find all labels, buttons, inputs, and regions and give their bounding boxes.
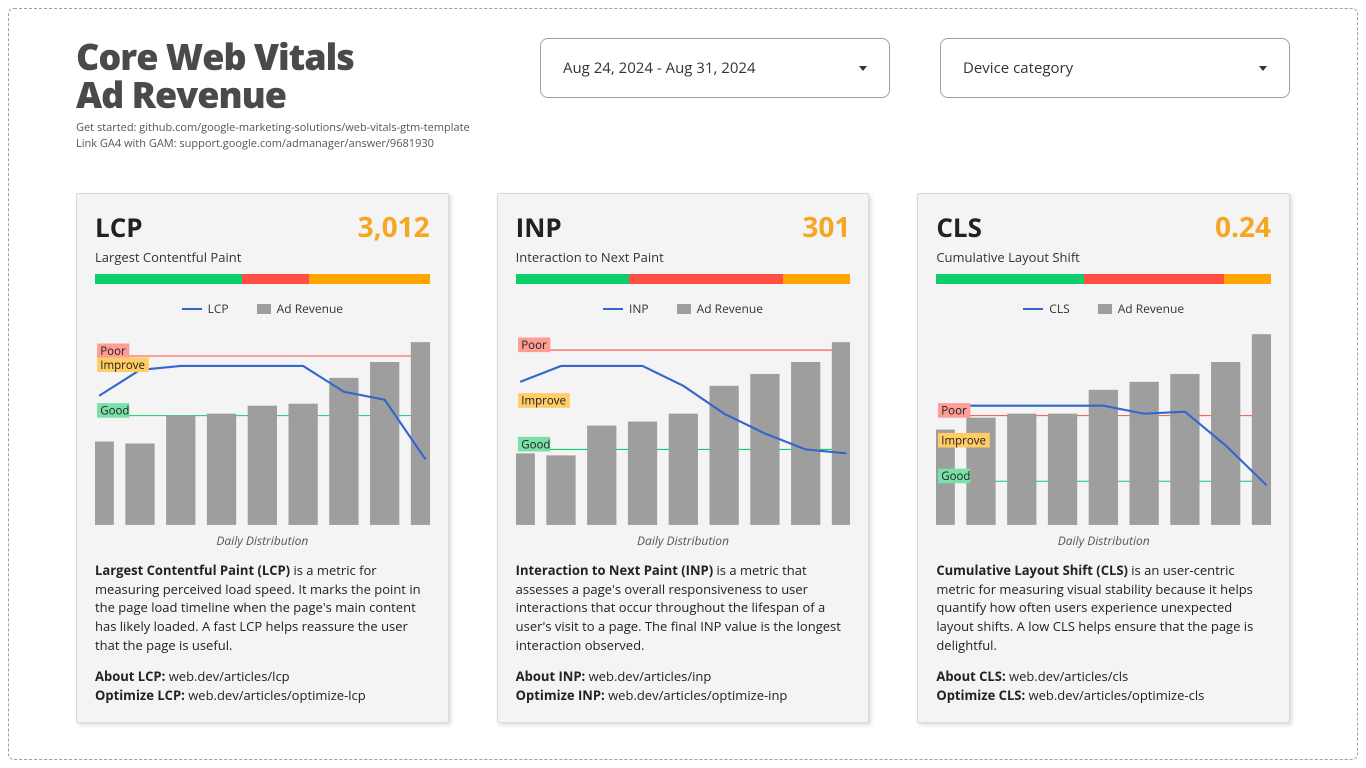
legend-line-lcp: LCP [182, 300, 229, 317]
metric-subtitle-inp: Interaction to Next Paint [516, 248, 851, 266]
chart-caption-cls: Daily Distribution [936, 532, 1271, 549]
chart-cls: Poor Improve Good [936, 321, 1271, 530]
metric-name-inp: INP [516, 209, 562, 245]
metric-name-lcp: LCP [95, 209, 143, 245]
metric-subtitle-cls: Cumulative Layout Shift [936, 248, 1271, 266]
svg-text:Good: Good [100, 403, 129, 418]
chart-lcp: Poor Improve Good [95, 321, 430, 530]
svg-text:Poor: Poor [100, 344, 126, 359]
chart-legend-inp: INP Ad Revenue [516, 300, 851, 317]
svg-text:Improve: Improve [942, 433, 987, 448]
chevron-down-icon [859, 66, 867, 71]
chart-caption-lcp: Daily Distribution [95, 532, 430, 549]
threshold-bar-cls [936, 274, 1271, 284]
legend-line-cls: CLS [1023, 300, 1069, 317]
desc-text-lcp: Largest Contentful Paint (LCP) is a metr… [95, 561, 430, 655]
about-link-lcp: About LCP: web.dev/articles/lcp [95, 667, 430, 687]
card-inp: INP 301 Interaction to Next Paint INP Ad… [497, 193, 870, 723]
device-category-dropdown[interactable]: Device category [940, 38, 1290, 98]
page-title: Core Web VitalsAd Revenue [76, 38, 490, 114]
metric-subtitle-lcp: Largest Contentful Paint [95, 248, 430, 266]
svg-text:Good: Good [521, 437, 550, 452]
sublink-2: Link GA4 with GAM: support.google.com/ad… [76, 136, 490, 153]
legend-revenue-inp: Ad Revenue [677, 300, 763, 317]
desc-text-inp: Interaction to Next Paint (INP) is a met… [516, 561, 851, 655]
metric-name-cls: CLS [936, 209, 982, 245]
metric-value-cls: 0.24 [1215, 208, 1271, 246]
legend-revenue-cls: Ad Revenue [1098, 300, 1184, 317]
sublink-1: Get started: github.com/google-marketing… [76, 120, 490, 137]
chart-legend-cls: CLS Ad Revenue [936, 300, 1271, 317]
metric-value-inp: 301 [802, 208, 850, 246]
card-lcp: LCP 3,012 Largest Contentful Paint LCP A… [76, 193, 449, 723]
desc-text-cls: Cumulative Layout Shift (CLS) is an user… [936, 561, 1271, 655]
date-range-label: Aug 24, 2024 - Aug 31, 2024 [563, 58, 756, 78]
threshold-bar-lcp [95, 274, 430, 284]
device-category-label: Device category [963, 58, 1073, 78]
svg-text:Good: Good [942, 469, 971, 484]
svg-text:Poor: Poor [521, 338, 547, 353]
legend-revenue-lcp: Ad Revenue [257, 300, 343, 317]
chart-legend-lcp: LCP Ad Revenue [95, 300, 430, 317]
svg-text:Improve: Improve [521, 393, 566, 408]
optimize-link-cls: Optimize CLS: web.dev/articles/optimize-… [936, 686, 1271, 706]
svg-text:Poor: Poor [942, 403, 968, 418]
chart-caption-inp: Daily Distribution [516, 532, 851, 549]
card-cls: CLS 0.24 Cumulative Layout Shift CLS Ad … [917, 193, 1290, 723]
threshold-bar-inp [516, 274, 851, 284]
metric-value-lcp: 3,012 [358, 208, 430, 246]
cards-row: LCP 3,012 Largest Contentful Paint LCP A… [76, 193, 1290, 723]
about-link-inp: About INP: web.dev/articles/inp [516, 667, 851, 687]
header-sublinks: Get started: github.com/google-marketing… [76, 120, 490, 153]
optimize-link-inp: Optimize INP: web.dev/articles/optimize-… [516, 686, 851, 706]
date-range-dropdown[interactable]: Aug 24, 2024 - Aug 31, 2024 [540, 38, 890, 98]
svg-text:Improve: Improve [100, 357, 145, 372]
about-link-cls: About CLS: web.dev/articles/cls [936, 667, 1271, 687]
optimize-link-lcp: Optimize LCP: web.dev/articles/optimize-… [95, 686, 430, 706]
chevron-down-icon [1259, 66, 1267, 71]
legend-line-inp: INP [603, 300, 649, 317]
chart-inp: Poor Improve Good [516, 321, 851, 530]
